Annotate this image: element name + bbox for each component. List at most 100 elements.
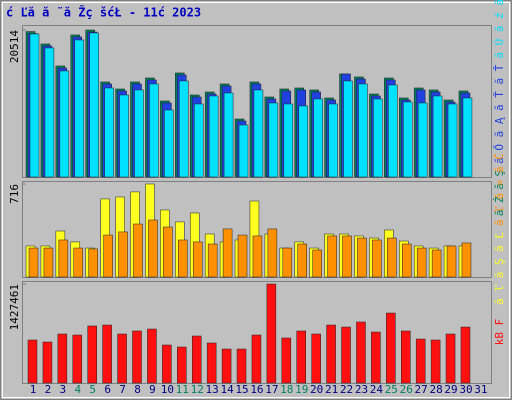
bar — [445, 333, 456, 384]
bar — [104, 87, 114, 178]
bar — [312, 249, 322, 278]
bar — [283, 103, 294, 178]
bar — [208, 95, 219, 178]
bar — [432, 95, 443, 178]
bar — [134, 89, 144, 178]
bar — [207, 243, 218, 278]
bar — [193, 103, 204, 178]
bar — [223, 92, 234, 178]
x-tick-label: 11 — [176, 383, 189, 396]
x-tick-label: 29 — [444, 383, 457, 396]
bar — [267, 228, 278, 278]
bar — [177, 346, 187, 384]
x-tick-label: 8 — [134, 383, 141, 396]
bar — [343, 80, 353, 178]
bar — [89, 32, 99, 178]
bar — [133, 223, 143, 278]
bar — [72, 334, 83, 384]
bar — [178, 239, 188, 278]
bar — [57, 333, 68, 384]
bar — [42, 341, 53, 384]
bar — [296, 330, 306, 384]
x-tick-label: 18 — [280, 383, 293, 396]
bar — [221, 348, 232, 384]
bar — [119, 94, 129, 178]
bar — [328, 103, 338, 178]
bar — [44, 47, 55, 178]
bar — [342, 235, 352, 278]
x-tick-label: 17 — [265, 383, 278, 396]
bar — [191, 335, 202, 384]
bar — [237, 234, 248, 278]
x-tick-label: 2 — [45, 383, 52, 396]
x-tick-label: 16 — [250, 383, 263, 396]
bar — [268, 102, 279, 178]
bar — [282, 247, 293, 278]
bar — [266, 283, 277, 384]
x-tick-label: 7 — [119, 383, 126, 396]
bar — [88, 248, 98, 278]
bar — [388, 84, 398, 178]
legend-entry: ă Ú ă ź ă ¸ — [493, 0, 506, 59]
x-tick-label: 30 — [459, 383, 472, 396]
bar — [447, 103, 458, 178]
bar — [298, 105, 308, 178]
legend: ă Ż ă Ş ă Ő ă Ą ă Ť ă Ť ă Ú ă ź ă ¸ — [492, 0, 506, 216]
bar — [446, 245, 457, 278]
legend-entry: ă ľ ă ¤ ă Č — [493, 153, 506, 226]
x-tick-label: 10 — [161, 383, 174, 396]
bar — [236, 348, 247, 384]
bar — [311, 333, 321, 384]
bar — [401, 330, 411, 384]
bar — [297, 243, 307, 278]
bar — [341, 326, 351, 384]
x-tick-label: 3 — [60, 383, 67, 396]
bar — [179, 80, 189, 178]
bar — [358, 83, 368, 178]
y-tick-label: 716 — [8, 184, 21, 204]
legend-entry: ă ľ ă Ş ă Ľ — [493, 232, 506, 305]
x-tick-label: 21 — [325, 383, 338, 396]
x-tick-label: 9 — [149, 383, 156, 396]
legend-entry: kB F — [493, 319, 506, 346]
x-tick-label: 13 — [206, 383, 219, 396]
x-tick-label: 1 — [30, 383, 37, 396]
x-tick-label: 23 — [355, 383, 368, 396]
x-tick-label: 24 — [370, 383, 384, 396]
y-tick-label: 1427461 — [8, 284, 21, 330]
legend: kB F — [493, 319, 506, 346]
bar — [462, 97, 473, 178]
chart-title: ć Ľă ă ¨ă Žç šćŁ - 11ć 2023 — [6, 5, 201, 20]
bar — [281, 337, 292, 384]
x-tick-label: 20 — [310, 383, 323, 396]
bar — [402, 243, 412, 278]
bar — [386, 312, 396, 384]
bar — [415, 338, 426, 384]
x-tick-label: 6 — [104, 383, 111, 396]
bar — [73, 247, 84, 278]
bar — [117, 333, 127, 384]
bar — [162, 344, 172, 384]
bar — [87, 325, 97, 384]
legend-entry: ă Ż ă Ş — [493, 170, 506, 216]
bar — [192, 241, 203, 278]
bar — [29, 33, 40, 178]
y-tick-label: 20514 — [8, 30, 21, 63]
bar — [460, 326, 471, 384]
bar — [43, 247, 54, 278]
bar — [356, 321, 366, 384]
bar — [148, 219, 158, 278]
bar — [132, 330, 142, 384]
x-tick-label: 12 — [191, 383, 204, 396]
x-tick-label: 4 — [74, 383, 81, 396]
bar — [206, 342, 217, 384]
bar — [372, 239, 382, 278]
bar — [417, 102, 428, 178]
x-tick-label: 15 — [235, 383, 248, 396]
bar — [164, 109, 174, 178]
bar — [28, 247, 39, 278]
bar — [461, 242, 472, 278]
x-tick-label: 27 — [415, 383, 428, 396]
x-tick-label: 25 — [385, 383, 398, 396]
